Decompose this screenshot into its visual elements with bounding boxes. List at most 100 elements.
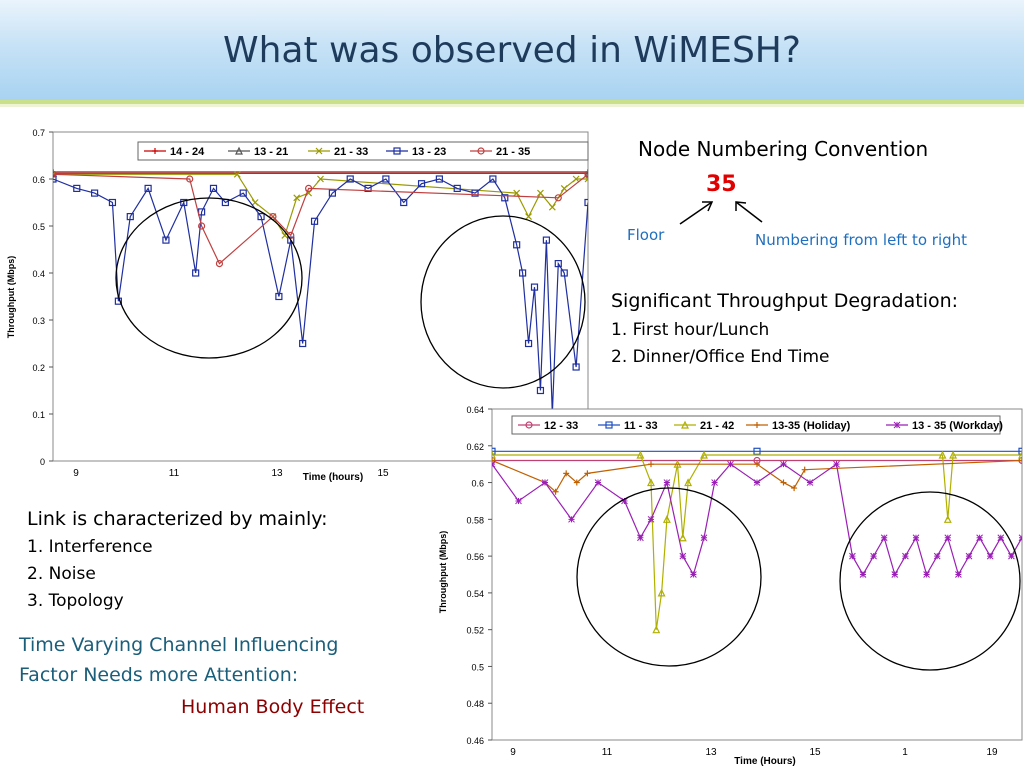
legend-marker — [393, 147, 401, 155]
legend-label: 13 - 23 — [412, 146, 446, 158]
data-point — [417, 180, 426, 188]
legend-marker — [235, 146, 243, 155]
data-point — [647, 478, 655, 487]
data-point — [584, 170, 588, 178]
degradation-heading: Significant Throughput Degradation: — [611, 290, 959, 312]
data-point — [489, 175, 497, 183]
data-point — [563, 470, 570, 477]
data-point — [986, 552, 994, 560]
data-point — [678, 533, 687, 542]
page-title: What was observed in WiMESH? — [223, 30, 801, 71]
data-point — [541, 479, 549, 486]
data-point — [780, 479, 787, 486]
x-tick-label: 11 — [602, 747, 613, 758]
data-point — [791, 485, 798, 492]
data-point — [573, 479, 580, 486]
data-point — [287, 236, 295, 244]
legend-label: 13-35 (Holiday) — [772, 420, 851, 432]
link-heading: Link is characterized by mainly: — [27, 508, 328, 530]
legend-marker — [525, 421, 533, 429]
series-line — [53, 173, 588, 265]
data-point — [257, 212, 265, 221]
data-point — [492, 457, 495, 464]
x-tick-label: 11 — [169, 468, 180, 479]
data-point — [233, 170, 241, 178]
legend-marker — [477, 147, 485, 155]
y-tick-label: 0.54 — [466, 589, 484, 599]
y-tick-label: 0.56 — [466, 552, 484, 562]
data-point — [317, 175, 324, 183]
x-axis-label: Time (Hours) — [734, 756, 796, 767]
data-point — [753, 447, 761, 455]
numbering-arrow-head — [735, 201, 747, 211]
data-point — [382, 175, 390, 183]
annotation-ellipse — [576, 487, 762, 667]
data-point — [186, 175, 194, 183]
factor-emphasis: Human Body Effect — [181, 696, 365, 718]
y-tick-label: 0.52 — [466, 626, 484, 636]
data-point — [754, 461, 760, 468]
data-point — [364, 184, 372, 193]
x-tick-label: 1 — [902, 747, 908, 758]
data-point — [299, 339, 307, 348]
legend-label: 13 - 35 (Workday) — [912, 420, 1003, 432]
x-tick-label: 13 — [271, 468, 283, 479]
data-point — [554, 194, 562, 202]
data-point — [513, 241, 521, 249]
data-point — [560, 269, 568, 277]
data-point — [536, 386, 545, 395]
data-point — [1018, 450, 1022, 459]
annotation-ellipse — [420, 215, 586, 389]
floor-arrow — [679, 201, 713, 225]
title-divider — [0, 100, 1024, 104]
node-example-number: 35 — [706, 172, 737, 197]
x-tick-label: 9 — [73, 468, 79, 479]
data-point — [584, 470, 591, 477]
data-point — [53, 170, 57, 178]
data-point — [192, 269, 200, 277]
numbering-arrow — [735, 201, 763, 223]
factor-line-1: Time Varying Channel Influencing — [19, 634, 339, 656]
x-tick-label: 19 — [986, 747, 998, 758]
data-point — [806, 479, 814, 486]
data-point — [891, 571, 899, 578]
data-point — [53, 175, 57, 183]
node-convention-heading: Node Numbering Convention — [638, 137, 929, 161]
legend-label: 21 - 35 — [496, 146, 530, 158]
y-tick-label: 0 — [40, 457, 45, 467]
data-point — [833, 460, 840, 468]
legend-label: 11 - 33 — [624, 420, 658, 432]
data-point — [346, 175, 354, 183]
data-point — [933, 552, 941, 560]
data-point — [471, 189, 479, 197]
data-point — [859, 571, 867, 578]
floor-arrow-head — [702, 201, 714, 212]
annotation-ellipse — [839, 491, 1021, 671]
data-point — [293, 194, 301, 202]
chart-1: 0.7 0.6 0.5 0.4 0.3 0.2 0.1 0 9 11 13 15 Time (hours… — [6, 128, 589, 483]
legend-marker — [605, 421, 613, 429]
data-point — [584, 169, 588, 177]
data-point — [435, 175, 443, 183]
title-divider-light — [0, 104, 1024, 107]
y-tick-label: 0.5 — [32, 222, 45, 232]
data-point — [944, 534, 952, 542]
data-point — [162, 236, 170, 244]
data-point — [572, 175, 580, 183]
data-point — [525, 213, 532, 221]
data-point — [923, 571, 930, 578]
data-point — [679, 552, 687, 560]
series-line — [492, 454, 1022, 630]
data-point — [780, 460, 787, 468]
data-point — [663, 479, 671, 486]
series-line — [492, 459, 1022, 493]
data-point — [554, 260, 562, 268]
y-tick-label: 0.64 — [466, 405, 484, 415]
legend-marker — [152, 148, 158, 154]
data-point — [453, 184, 461, 193]
data-point — [636, 450, 645, 459]
series-layer — [492, 447, 1022, 634]
x-tick-label: 15 — [377, 468, 389, 479]
degradation-item: 2. Dinner/Office End Time — [611, 347, 830, 367]
data-point — [542, 236, 550, 244]
